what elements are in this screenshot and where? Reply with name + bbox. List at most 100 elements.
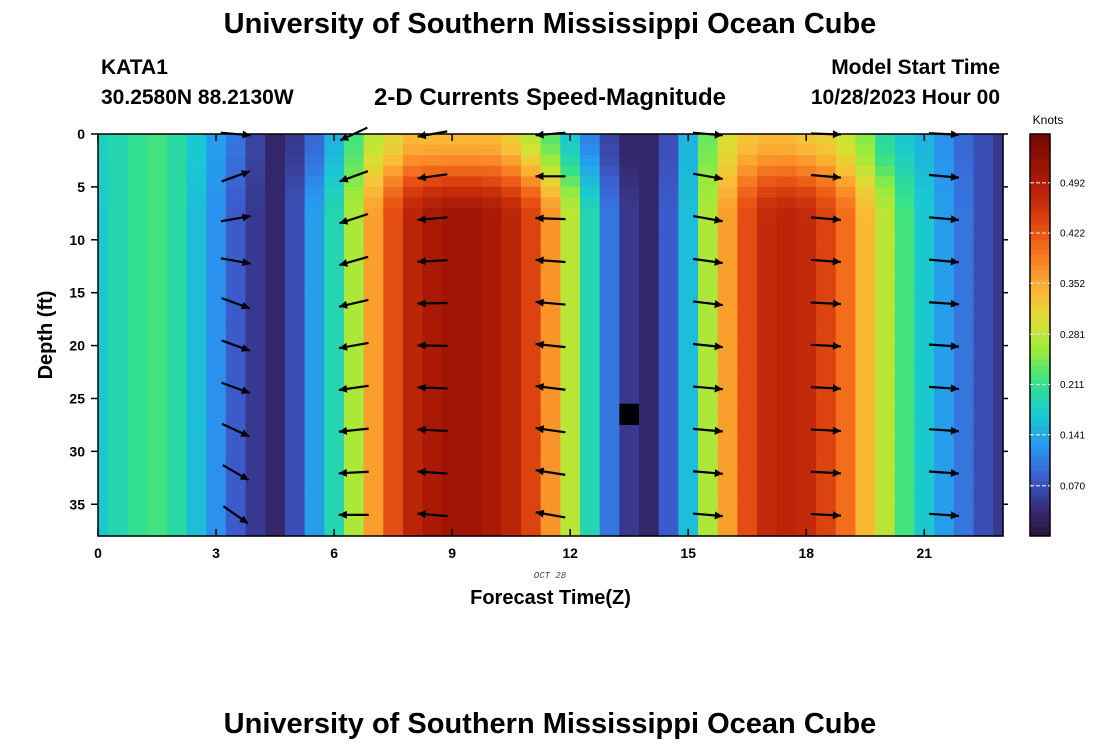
heatmap-cell xyxy=(127,356,148,368)
heatmap-cell xyxy=(304,282,325,294)
heatmap-cell xyxy=(914,176,935,188)
heatmap-cell xyxy=(894,356,916,368)
heatmap-cell xyxy=(737,176,758,188)
heatmap-cell xyxy=(501,134,522,146)
heatmap-cell xyxy=(324,324,345,336)
heatmap-cell xyxy=(717,366,738,378)
heatmap-cell xyxy=(422,134,443,146)
heatmap-cell xyxy=(107,483,129,495)
heatmap-cell xyxy=(737,504,758,516)
heatmap-cell xyxy=(658,271,679,283)
heatmap-cell xyxy=(461,504,483,516)
heatmap-cell xyxy=(973,134,994,146)
heatmap-cell xyxy=(442,345,463,357)
heatmap-cell xyxy=(540,165,561,177)
x-tick-label: 18 xyxy=(798,545,814,561)
heatmap-cell xyxy=(993,493,1004,505)
heatmap-cell xyxy=(894,271,916,283)
heatmap-cell xyxy=(304,176,325,188)
heatmap-cell xyxy=(481,504,502,516)
heatmap-cell xyxy=(816,144,837,156)
heatmap-cell xyxy=(599,514,620,527)
heatmap-cell xyxy=(816,483,837,495)
heatmap-cell xyxy=(520,239,542,251)
current-vector xyxy=(339,170,369,183)
colorbar-segment xyxy=(1030,214,1050,220)
heatmap-cell xyxy=(580,165,601,177)
colorbar-segment xyxy=(1030,515,1050,522)
heatmap-cell xyxy=(383,303,404,315)
heatmap-cell xyxy=(737,356,758,368)
heatmap-cell xyxy=(363,398,384,410)
heatmap-cell xyxy=(343,197,365,209)
heatmap-cell xyxy=(304,335,325,347)
heatmap-cell xyxy=(206,398,227,410)
heatmap-cell xyxy=(934,493,955,505)
colorbar-segment xyxy=(1030,520,1050,527)
current-vector xyxy=(338,341,369,351)
heatmap-cell xyxy=(953,493,975,505)
heatmap-cell xyxy=(698,472,719,484)
heatmap-cell xyxy=(343,398,365,410)
heatmap-cell xyxy=(875,176,896,188)
heatmap-cell xyxy=(875,430,896,442)
heatmap-cell xyxy=(481,461,502,474)
heatmap-cell xyxy=(363,282,384,294)
heatmap-cell xyxy=(186,324,207,336)
heatmap-cell xyxy=(796,282,817,294)
heatmap-cell xyxy=(993,260,1004,273)
heatmap-cell xyxy=(225,356,247,368)
heatmap-cell xyxy=(166,186,188,199)
heatmap-cell xyxy=(737,419,758,431)
heatmap-cell xyxy=(304,260,325,273)
heatmap-cell xyxy=(186,165,207,177)
heatmap-cell xyxy=(619,303,640,315)
heatmap-cell xyxy=(442,430,463,442)
heatmap-cell xyxy=(619,377,640,389)
heatmap-cell xyxy=(324,356,345,368)
colorbar-tick-label: 0.211 xyxy=(1060,380,1085,391)
heatmap-cell xyxy=(776,366,798,378)
missing-data-cell xyxy=(619,403,640,425)
heatmap-cell xyxy=(639,451,660,463)
heatmap-cell xyxy=(501,250,522,262)
current-vector xyxy=(339,212,369,225)
colorbar-segment xyxy=(1030,189,1050,195)
heatmap-cell xyxy=(993,419,1004,431)
heatmap-cell xyxy=(481,345,502,357)
heatmap-cell xyxy=(698,356,719,368)
heatmap-cell xyxy=(166,504,188,516)
heatmap-cell xyxy=(461,461,483,474)
heatmap-cell xyxy=(678,218,699,230)
heatmap-cell xyxy=(481,451,502,463)
heatmap-cell xyxy=(284,387,306,400)
heatmap-cell xyxy=(934,239,955,251)
heatmap-cell xyxy=(757,250,778,262)
heatmap-cell xyxy=(363,260,384,273)
heatmap-cell xyxy=(619,430,640,442)
heatmap-cell xyxy=(619,218,640,230)
heatmap-cell xyxy=(717,514,738,527)
heatmap-cell xyxy=(816,514,837,527)
heatmap-cell xyxy=(816,271,837,283)
heatmap-cell xyxy=(265,504,286,516)
heatmap-cell xyxy=(127,250,148,262)
heatmap-cell xyxy=(639,493,660,505)
heatmap-cell xyxy=(639,366,660,378)
heatmap-cell xyxy=(206,197,227,209)
colorbar-segment xyxy=(1030,390,1050,396)
colorbar-segment xyxy=(1030,149,1050,155)
heatmap-cell xyxy=(98,483,109,495)
heatmap-cell xyxy=(894,483,916,495)
heatmap-cell xyxy=(816,208,837,220)
heatmap-cell xyxy=(481,324,502,336)
heatmap-cell xyxy=(442,335,463,347)
heatmap-cell xyxy=(206,313,227,326)
heatmap-cell xyxy=(324,186,345,199)
heatmap-cell xyxy=(737,282,758,294)
heatmap-cell xyxy=(776,134,798,146)
heatmap-cell xyxy=(501,271,522,283)
heatmap-cell xyxy=(934,504,955,516)
heatmap-cell xyxy=(776,208,798,220)
